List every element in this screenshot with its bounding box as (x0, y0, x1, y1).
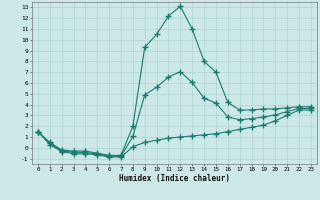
X-axis label: Humidex (Indice chaleur): Humidex (Indice chaleur) (119, 174, 230, 183)
